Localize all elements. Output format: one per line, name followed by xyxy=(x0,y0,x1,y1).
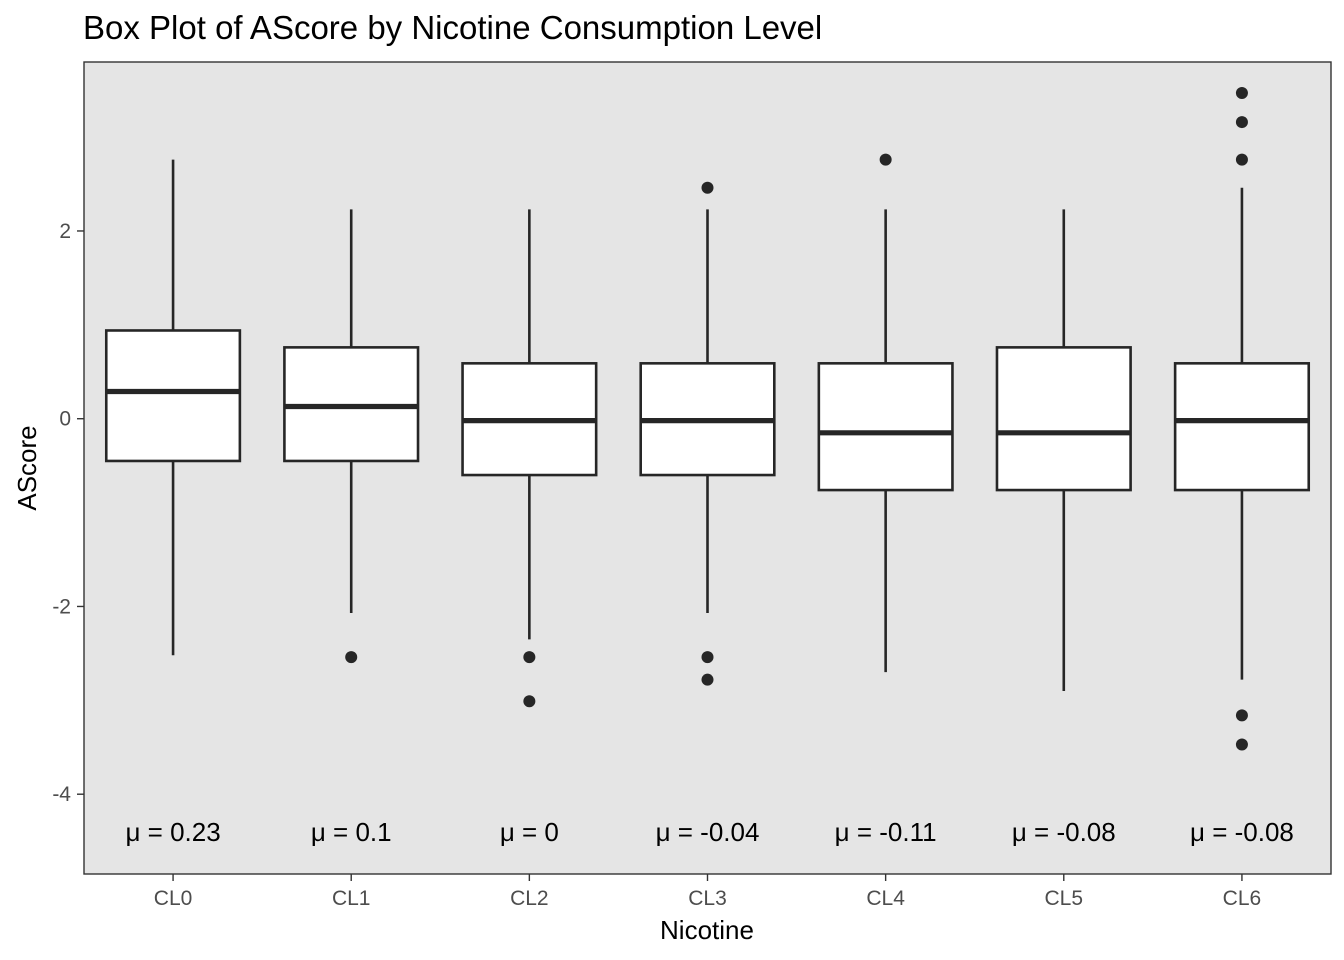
mean-label-cl5: μ = -0.08 xyxy=(1012,817,1116,847)
box-group-cl5 xyxy=(995,209,1132,691)
outlier-point xyxy=(1235,153,1248,166)
mean-label-cl0: μ = 0.23 xyxy=(125,817,220,847)
iqr-box xyxy=(1173,362,1311,492)
outlier-point xyxy=(1235,116,1248,129)
y-tick-label: -4 xyxy=(52,783,71,806)
mean-label-cl2: μ = 0 xyxy=(500,817,559,847)
x-tick-label-cl2: CL2 xyxy=(510,887,549,910)
iqr-box xyxy=(995,346,1132,492)
outlier-point xyxy=(523,695,536,708)
chart-title: Box Plot of AScore by Nicotine Consumpti… xyxy=(83,9,822,46)
x-tick-label-cl4: CL4 xyxy=(866,887,905,910)
outlier-point xyxy=(1235,86,1248,99)
outlier-point xyxy=(1235,709,1248,722)
outlier-point xyxy=(701,651,714,664)
outlier-point xyxy=(1235,738,1248,751)
outlier-point xyxy=(879,153,892,166)
x-tick-label-cl0: CL0 xyxy=(154,887,193,910)
box-group-cl1 xyxy=(283,209,420,664)
iqr-box xyxy=(104,329,242,463)
mean-label-cl1: μ = 0.1 xyxy=(311,817,392,847)
x-tick-label-cl6: CL6 xyxy=(1223,887,1262,910)
box-group-cl4 xyxy=(817,153,954,673)
mean-label-cl3: μ = -0.04 xyxy=(656,817,760,847)
outlier-point xyxy=(701,673,714,686)
x-tick-label-cl3: CL3 xyxy=(688,887,727,910)
outlier-point xyxy=(345,651,358,664)
y-tick-label: 2 xyxy=(59,220,71,243)
x-tick-label-cl1: CL1 xyxy=(332,887,371,910)
outlier-point xyxy=(701,181,714,194)
x-axis-title: Nicotine xyxy=(660,915,754,945)
x-axis: CL0 CL1 CL2 CL3 CL4 CL5 CL6 xyxy=(154,874,1261,910)
outlier-point xyxy=(523,651,536,664)
y-axis: -4 -2 0 2 xyxy=(52,220,84,806)
mean-labels-layer: μ = 0.23 μ = 0.1 μ = 0 μ = -0.04 μ = -0.11 μ … xyxy=(125,817,1293,847)
box-group-cl0 xyxy=(104,159,242,656)
box-group-cl2 xyxy=(461,209,598,708)
y-tick-label: -2 xyxy=(52,595,71,618)
box-group-cl6 xyxy=(1173,86,1311,751)
boxes-layer xyxy=(104,86,1311,751)
iqr-box xyxy=(817,362,954,492)
mean-label-cl6: μ = -0.08 xyxy=(1190,817,1294,847)
x-tick-label-cl5: CL5 xyxy=(1045,887,1084,910)
box-group-cl3 xyxy=(639,181,776,686)
y-axis-title: AScore xyxy=(12,425,42,510)
y-tick-label: 0 xyxy=(59,408,71,431)
mean-label-cl4: μ = -0.11 xyxy=(835,817,937,847)
